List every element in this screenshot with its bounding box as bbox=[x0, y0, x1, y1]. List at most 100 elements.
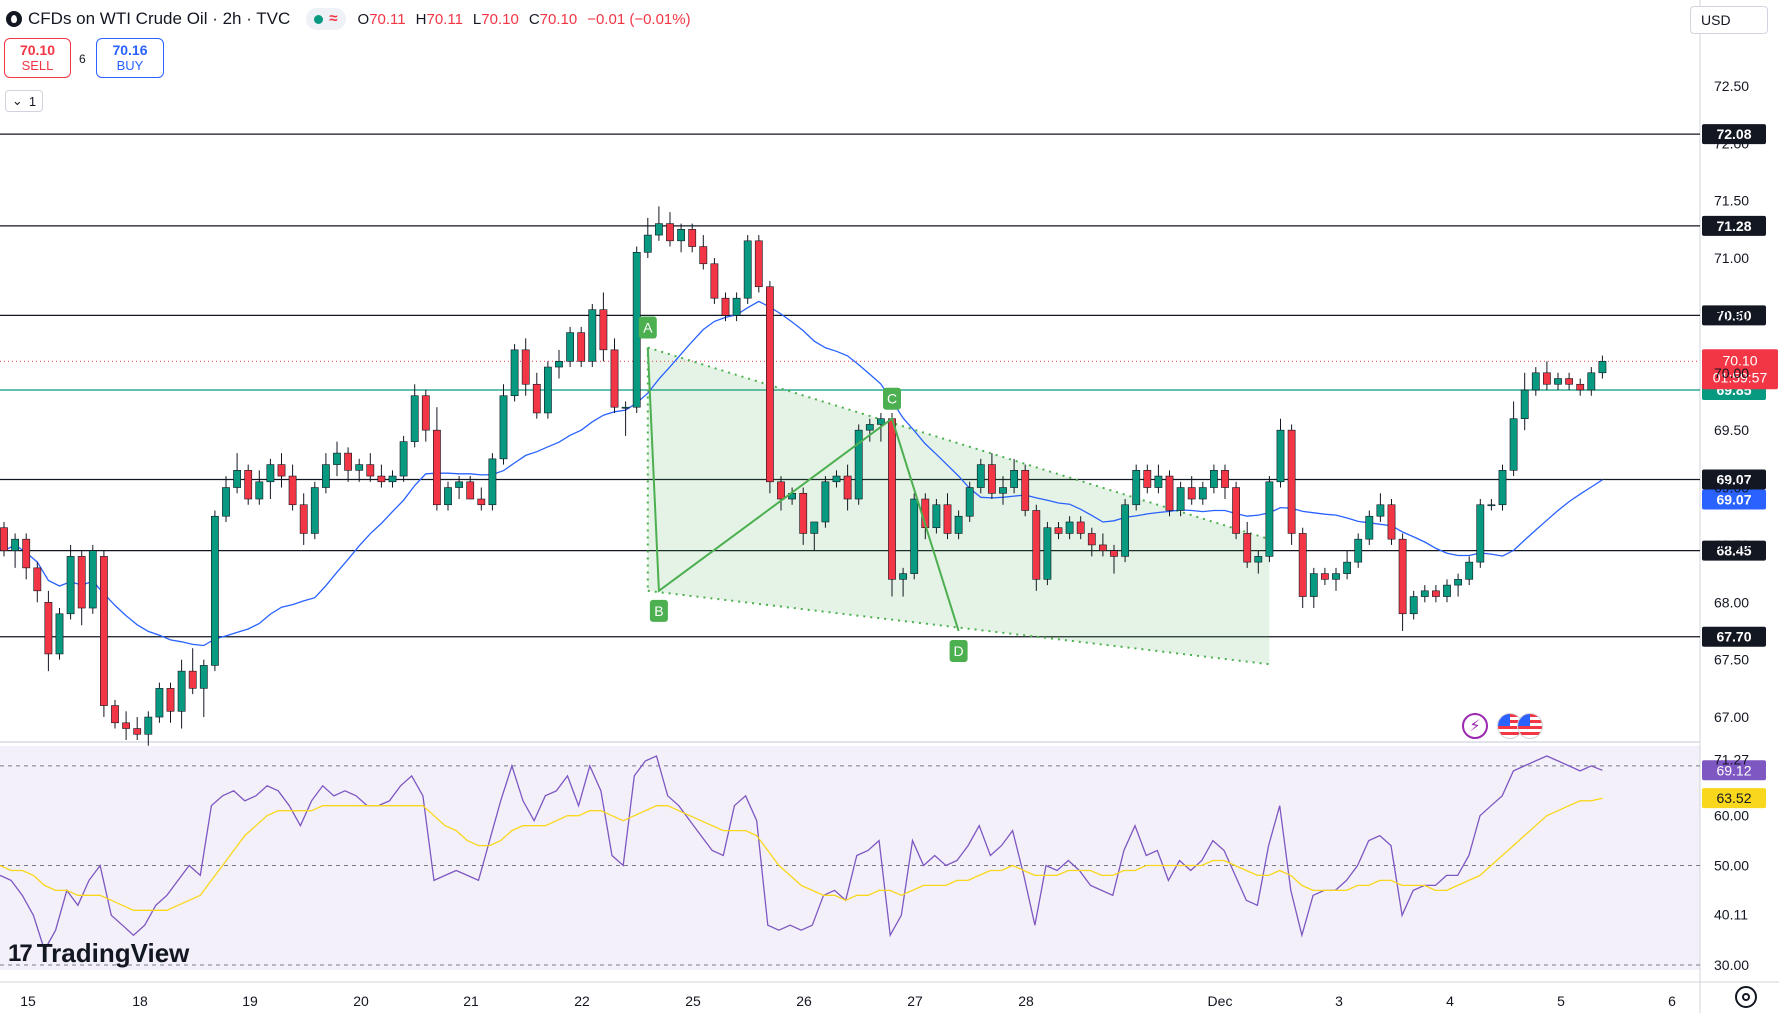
us-flag-event-icon-2[interactable] bbox=[1517, 713, 1543, 739]
candle bbox=[621, 401, 630, 436]
time-tick-label: 20 bbox=[353, 993, 369, 1009]
candle-body bbox=[399, 441, 408, 477]
candle bbox=[1587, 367, 1596, 396]
market-status-pill[interactable]: ≈ bbox=[306, 8, 346, 30]
candle-body bbox=[100, 556, 108, 706]
candle-body bbox=[1143, 470, 1152, 488]
time-tick-label: 26 bbox=[796, 993, 812, 1009]
candle bbox=[0, 521, 8, 557]
level-label-6: 67.70 bbox=[1702, 626, 1766, 647]
countdown-text: 01:59:57 bbox=[1713, 369, 1768, 385]
symbol-header: CFDs on WTI Crude Oil · 2h · TVC ≈ O70.1… bbox=[6, 8, 691, 30]
candle-body bbox=[577, 332, 586, 362]
currency-selector[interactable]: USD bbox=[1690, 6, 1768, 34]
candle bbox=[1354, 533, 1363, 568]
candle-body bbox=[488, 458, 497, 506]
rsi-value-label-text: 69.12 bbox=[1716, 762, 1751, 778]
time-tick-label: 27 bbox=[907, 993, 923, 1009]
price-tick-label: 71.00 bbox=[1714, 250, 1749, 266]
buy-button[interactable]: 70.16 BUY bbox=[96, 38, 164, 78]
candle-body bbox=[710, 263, 719, 299]
price-tick-label: 71.50 bbox=[1714, 193, 1749, 209]
pattern-point-label-a: A bbox=[643, 320, 653, 336]
candle bbox=[721, 292, 730, 322]
candle-body bbox=[0, 527, 8, 551]
candle bbox=[654, 206, 663, 241]
candle bbox=[765, 280, 774, 494]
candle-body bbox=[1509, 418, 1518, 471]
candle bbox=[799, 487, 808, 545]
candle bbox=[1332, 567, 1340, 591]
candle bbox=[310, 481, 319, 540]
rsi-tick-label: 60.00 bbox=[1714, 808, 1749, 824]
pattern-point-d: D bbox=[949, 639, 968, 662]
candle bbox=[1154, 464, 1163, 494]
candle-body bbox=[166, 688, 175, 712]
ohlc-high: H70.11 bbox=[415, 10, 463, 28]
candle-body bbox=[1099, 544, 1107, 551]
ohlc-change: −0.01 (−0.01%) bbox=[587, 10, 691, 28]
price-tick-label: 70.50 bbox=[1714, 307, 1749, 323]
candle bbox=[1509, 401, 1518, 477]
candle bbox=[1121, 499, 1129, 563]
candle-body bbox=[932, 504, 941, 529]
price-tick-label: 69.00 bbox=[1714, 480, 1749, 496]
sell-button[interactable]: 70.10 SELL bbox=[4, 38, 71, 78]
candle bbox=[1287, 424, 1296, 545]
candle bbox=[355, 458, 364, 482]
level-label-text-6: 67.70 bbox=[1716, 629, 1751, 645]
candle bbox=[499, 384, 508, 465]
candle-body bbox=[133, 728, 142, 735]
lightning-event-icon[interactable]: ⚡ bbox=[1462, 713, 1488, 739]
candle bbox=[421, 390, 430, 442]
time-tick-label: 6 bbox=[1668, 993, 1676, 1009]
candle-body bbox=[899, 573, 907, 580]
settings-gear-icon[interactable] bbox=[1735, 986, 1757, 1008]
candle bbox=[610, 338, 619, 413]
candle-body bbox=[1198, 487, 1207, 500]
level-label-bg-0 bbox=[1702, 124, 1766, 145]
candle-body bbox=[666, 223, 674, 242]
ohlc-low: L70.10 bbox=[472, 10, 519, 28]
candle-body bbox=[754, 240, 763, 288]
candle-body bbox=[854, 429, 863, 500]
candle-body bbox=[654, 223, 663, 236]
candle bbox=[865, 418, 874, 442]
candle-body bbox=[310, 487, 319, 534]
candle bbox=[1110, 544, 1118, 574]
pattern-point-bg-d bbox=[949, 639, 968, 662]
candle bbox=[1376, 493, 1385, 522]
candle bbox=[588, 303, 597, 368]
price-tick-label: 70.00 bbox=[1714, 365, 1749, 381]
candle bbox=[1165, 470, 1174, 517]
time-tick-label: 22 bbox=[574, 993, 590, 1009]
symbol-title[interactable]: CFDs on WTI Crude Oil · 2h · TVC bbox=[28, 9, 291, 28]
tradingview-logo[interactable]: 17 TradingView bbox=[8, 938, 189, 969]
candle bbox=[1487, 499, 1496, 511]
candle bbox=[155, 682, 164, 723]
candle-body bbox=[643, 234, 652, 253]
price-tick-label: 68.50 bbox=[1714, 537, 1749, 553]
time-tick-label: 28 bbox=[1018, 993, 1034, 1009]
candle-body bbox=[1376, 504, 1385, 517]
price-tick-label: 69.50 bbox=[1714, 422, 1749, 438]
candle-body bbox=[1531, 372, 1540, 391]
candle bbox=[1010, 458, 1018, 494]
candle bbox=[11, 533, 19, 568]
candle bbox=[599, 292, 608, 362]
candle bbox=[699, 235, 708, 270]
time-tick-label: 4 bbox=[1446, 993, 1454, 1009]
candle bbox=[177, 659, 186, 729]
indicators-toggle-button[interactable]: ⌄ 1 bbox=[5, 90, 43, 112]
candle-body bbox=[910, 498, 919, 574]
candle-body bbox=[199, 665, 208, 689]
level-label-0: 72.08 bbox=[1702, 124, 1766, 145]
candle-body bbox=[688, 229, 697, 247]
candle bbox=[532, 372, 541, 419]
oil-drop-icon bbox=[6, 11, 22, 27]
rsi-tick-label: 50.00 bbox=[1714, 857, 1749, 873]
sell-price: 70.10 bbox=[19, 42, 56, 58]
candle bbox=[999, 476, 1007, 505]
candle bbox=[1454, 573, 1462, 597]
